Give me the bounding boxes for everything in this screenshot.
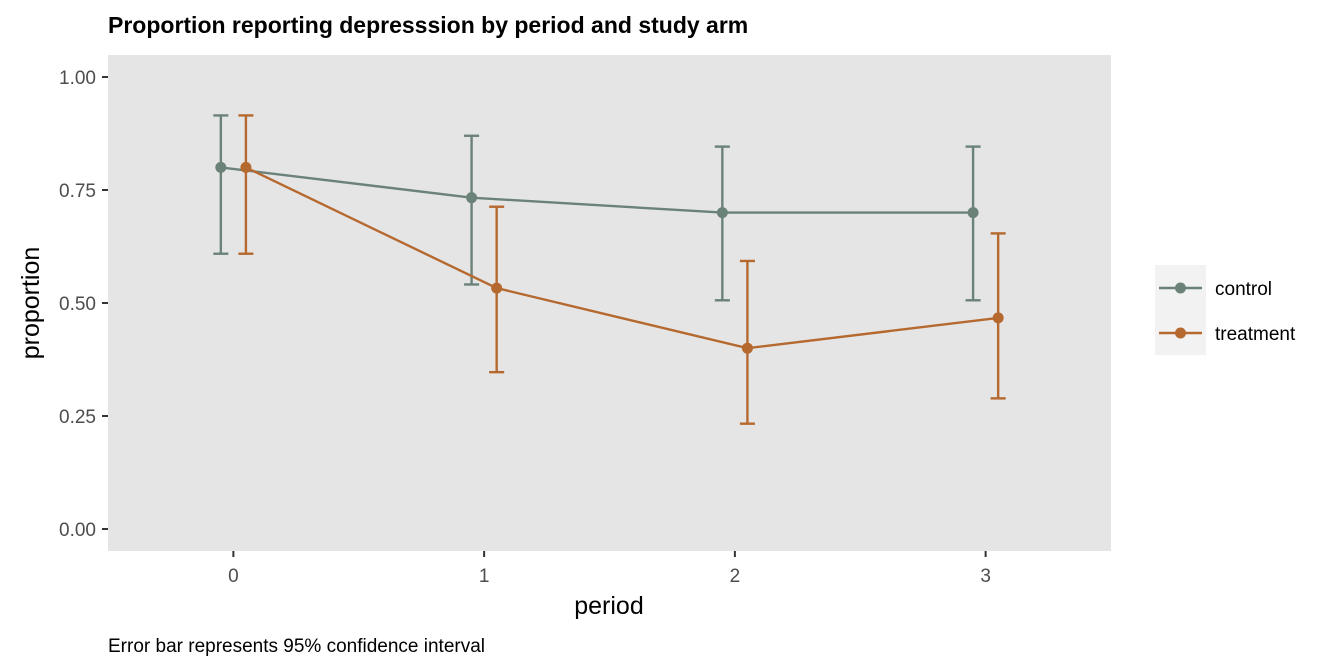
data-point: [741, 342, 753, 354]
plot-panel: [108, 55, 1111, 551]
legend-key-point: [1175, 282, 1186, 294]
error-bar: [965, 145, 981, 302]
x-tick-label: 0: [228, 566, 239, 587]
x-tick-label: 1: [479, 566, 490, 587]
error-bar: [739, 259, 755, 425]
x-axis: 0 1 2 3: [228, 551, 991, 587]
data-point: [466, 192, 478, 204]
legend-item-treatment: treatment: [1159, 324, 1296, 345]
chart-caption: Error bar represents 95% confidence inte…: [108, 636, 485, 657]
y-tick-label: 1.00: [59, 68, 96, 89]
error-bar: [238, 114, 254, 255]
legend-label: control: [1215, 279, 1272, 300]
series-treatment: [238, 114, 1006, 425]
legend-label: treatment: [1215, 324, 1296, 345]
error-bar: [213, 114, 229, 255]
y-axis: 0.00 0.25 0.50 0.75 1.00: [59, 68, 108, 541]
legend-key-background: [1155, 265, 1206, 355]
data-point: [967, 207, 979, 219]
y-tick-label: 0.50: [59, 294, 96, 315]
y-tick-label: 0.00: [59, 520, 96, 541]
data-point: [716, 207, 728, 219]
data-point: [240, 161, 252, 173]
data-marks: [213, 114, 1006, 425]
legend: control treatment: [1155, 265, 1296, 355]
y-tick-label: 0.75: [59, 181, 96, 202]
data-point: [992, 312, 1004, 324]
series-line-control: [220, 166, 974, 214]
y-axis-title: proportion: [17, 247, 45, 360]
series-control: [213, 114, 981, 302]
error-bar: [714, 145, 730, 302]
error-bar: [464, 134, 480, 286]
x-axis-title: period: [574, 592, 644, 620]
data-point: [215, 161, 227, 173]
x-tick-label: 2: [730, 566, 741, 587]
y-tick-label: 0.25: [59, 407, 96, 428]
series-line-treatment: [245, 166, 999, 350]
chart-title: Proportion reporting depresssion by peri…: [108, 12, 748, 38]
data-point: [491, 282, 503, 294]
x-tick-label: 3: [980, 566, 991, 587]
legend-key-point: [1175, 327, 1186, 339]
legend-item-control: control: [1159, 279, 1272, 300]
